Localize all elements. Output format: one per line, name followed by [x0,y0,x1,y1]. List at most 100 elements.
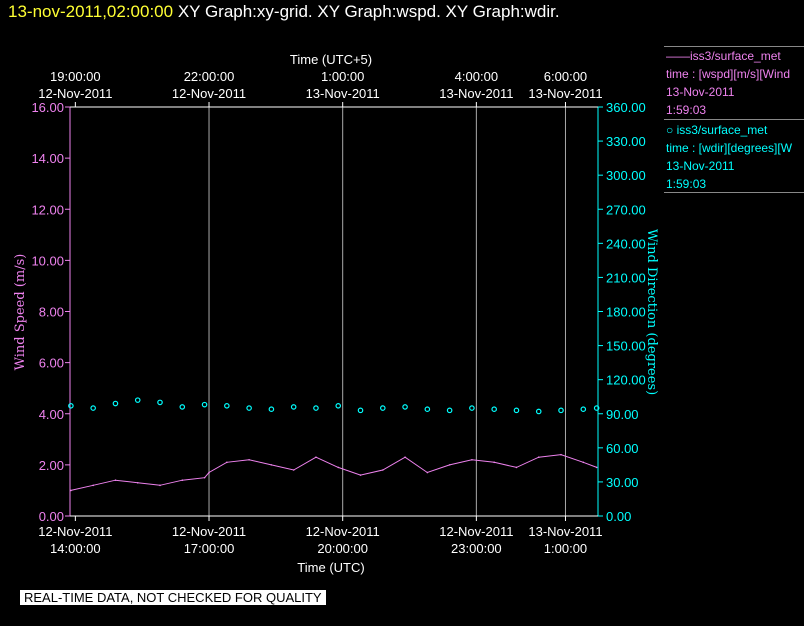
wind-direction-point [335,402,342,409]
bottom-tick-date: 13-Nov-2011 [528,524,602,539]
wind-direction-point [246,405,252,411]
right-tick-label: 60.00 [606,441,639,456]
top-tick-date: 12-Nov-2011 [38,86,112,101]
top-tick-time: 4:00:00 [455,69,498,84]
wind-speed-point [515,466,518,469]
bottom-tick-time: 17:00:00 [184,541,235,556]
bottom-tick-date: 12-Nov-2011 [306,524,380,539]
bottom-tick-date: 12-Nov-2011 [439,524,513,539]
circle-marker-icon: ○ [666,123,674,137]
bottom-tick-time: 1:00:00 [544,541,587,556]
right-tick-label: 90.00 [606,407,639,422]
wind-direction-point [402,404,408,410]
legend-date: 13-Nov-2011 [666,85,735,99]
bottom-tick-date: 12-Nov-2011 [172,524,246,539]
wind-speed-point [136,481,139,484]
wind-speed-point [203,476,206,479]
wind-direction-point [357,407,364,414]
top-tick-time: 6:00:00 [544,69,587,84]
wind-speed-point [493,461,495,464]
wind-speed-point [595,466,598,469]
axes [65,102,603,521]
wind-speed-point [359,474,362,476]
legend-wdir: ○ iss3/surface_met time : [wdir][degrees… [666,121,804,193]
legend-separator [664,46,804,47]
line-marker-icon: —— [666,49,690,63]
right-tick-label: 360.00 [606,100,646,115]
wind-speed-point [315,456,317,459]
wind-speed-point [181,479,184,482]
left-tick-label: 14.00 [31,151,64,166]
right-tick-label: 30.00 [606,475,639,490]
left-tick-label: 2.00 [39,458,64,473]
wind-direction-point [90,405,96,411]
right-tick-label: 150.00 [606,339,646,354]
right-tick-label: 240.00 [606,236,646,251]
wind-direction-point [446,407,453,414]
wind-speed-point [471,458,473,461]
wind-direction-point [491,406,497,413]
legend-time: 1:59:03 [666,103,707,117]
wind-direction-point [469,405,475,411]
wind-direction-point [112,400,119,407]
x-axis-top-label: Time (UTC+5) [290,52,372,67]
wind-direction-point [290,404,297,410]
right-tick-label: 120.00 [606,373,646,388]
legend-series-desc: time : [wspd][m/s][Wind [666,67,791,81]
legend-date: 13-Nov-2011 [666,159,735,173]
wind-direction-point [268,406,275,413]
legend-series-name: iss3/surface_met [690,49,781,63]
wind-direction-point [593,405,600,411]
top-tick-time: 1:00:00 [321,69,364,84]
left-tick-label: 4.00 [39,407,64,422]
right-tick-label: 300.00 [606,168,646,183]
wind-speed-point [582,461,585,464]
legend-separator [664,192,804,193]
wind-speed-point [159,484,161,487]
right-tick-label: 270.00 [606,202,646,217]
left-tick-label: 10.00 [31,253,64,268]
wind-speed-point [70,489,72,492]
left-tick-label: 12.00 [31,202,64,217]
legend-time: 1:59:03 [666,177,707,191]
wind-speed-point [114,479,117,482]
wind-direction-point [224,402,230,409]
wind-direction-point [535,408,542,415]
tick-labels: 0.00 2.00 4.00 6.00 8.00 10.00 12.00 14.00 16.00… [31,69,645,556]
quality-disclaimer: REAL-TIME DATA, NOT CHECKED FOR QUALITY [20,590,326,605]
wind-speed-point [426,471,429,474]
right-axis-label: Wind Direction (degrees) [644,229,659,395]
wind-direction-point [134,397,141,403]
top-tick-time: 22:00:00 [184,69,235,84]
left-tick-label: 0.00 [39,509,64,524]
top-tick-time: 19:00:00 [50,69,101,84]
bottom-tick-time: 14:00:00 [50,541,101,556]
wind-direction-point [157,399,163,406]
top-tick-date: 13-Nov-2011 [528,86,602,101]
top-tick-date: 13-Nov-2011 [439,86,513,101]
wind-direction-point [201,401,208,408]
right-tick-label: 180.00 [606,305,646,320]
wind-direction-point [379,405,386,411]
left-tick-label: 8.00 [39,305,64,320]
wind-speed-point [248,458,250,461]
right-tick-label: 330.00 [606,134,646,149]
left-tick-label: 6.00 [39,356,64,371]
x-axis-label: Time (UTC) [297,560,364,575]
wind-speed-point [537,456,540,459]
vertical-grid-lines [208,107,566,516]
wind-speed-point [381,469,384,471]
right-tick-label: 0.00 [606,509,631,524]
wind-direction-point [513,407,520,414]
legend-series-desc: time : [wdir][degrees][W [666,141,793,155]
top-tick-date: 12-Nov-2011 [172,86,246,101]
wind-direction-point [580,406,587,413]
top-tick-date: 13-Nov-2011 [306,86,380,101]
wind-direction-point [558,407,564,414]
graph-title: 13-nov-2011,02:00:00 XY Graph:xy-grid. X… [8,2,560,22]
legend-series-name: iss3/surface_met [676,123,768,137]
wind-speed-point [226,461,228,464]
wind-direction-point [68,402,74,409]
wind-speed-point [92,484,94,487]
